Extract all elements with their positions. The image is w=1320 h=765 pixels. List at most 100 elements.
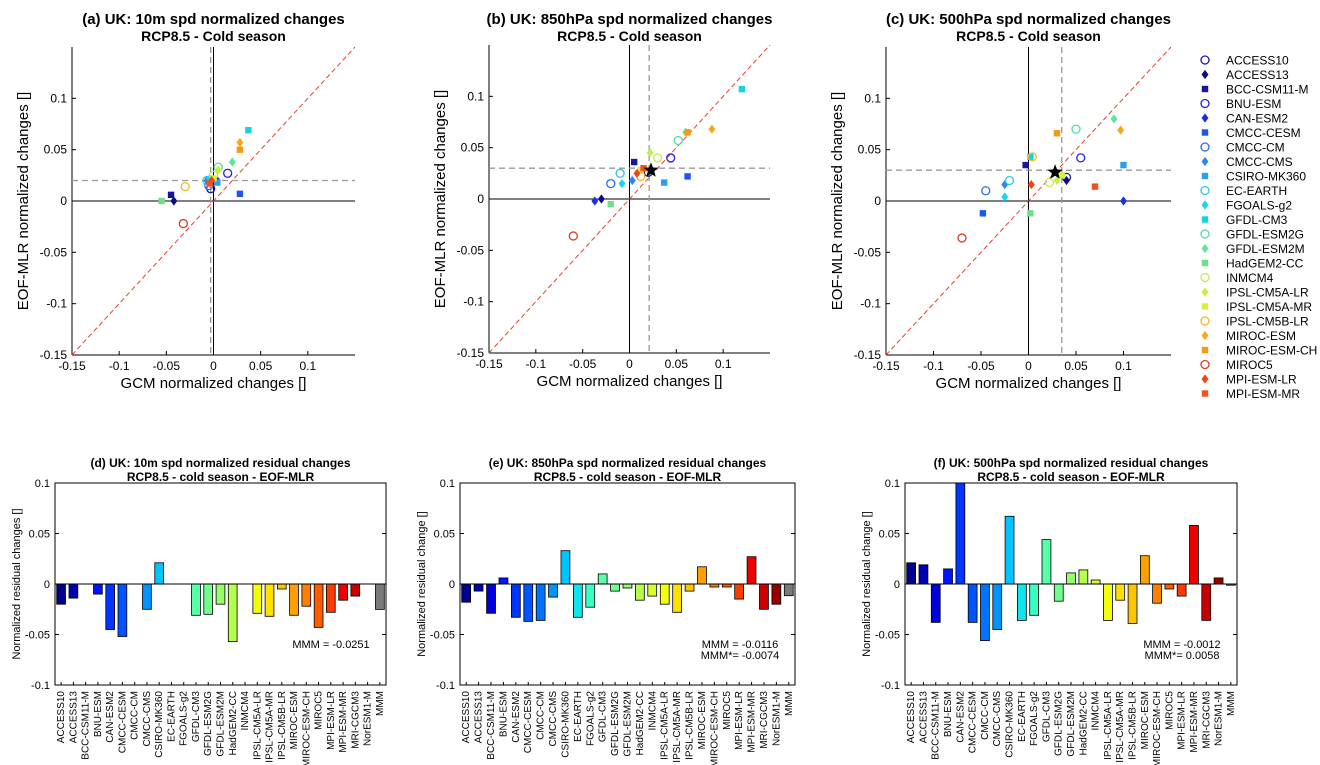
x-tick-label: BNU-ESM	[943, 691, 954, 737]
x-tick-label: CMCC-CM	[980, 691, 991, 740]
chart-title: (f) UK: 500hPa spd normalized residual c…	[934, 456, 1209, 470]
x-tick-label: MMM	[375, 691, 386, 716]
x-tick-label: -0.05	[153, 359, 181, 373]
legend-marker	[1201, 259, 1209, 267]
x-tick-label: IPSL-CM5A-LR	[1103, 691, 1114, 760]
x-tick-label: MIROC5	[1164, 691, 1175, 730]
x-tick-label: GFDL-ESM2M	[623, 691, 634, 757]
legend-marker	[1201, 287, 1209, 297]
y-tick-label: -0.05	[875, 630, 900, 642]
x-axis-label: GCM normalized changes []	[537, 373, 723, 390]
bar	[289, 583, 299, 616]
legend-label: MIROC5	[1226, 358, 1273, 372]
chart-title: (b) UK: 850hPa spd normalized changes	[487, 11, 773, 28]
x-tick-label: MPI-ESM-MR	[1189, 691, 1200, 753]
x-axis-label: GCM normalized changes []	[936, 375, 1122, 392]
x-tick-label: CMCC-CESM	[968, 691, 979, 753]
x-tick-label: 0	[626, 357, 633, 371]
bar	[264, 583, 275, 617]
x-tick-label: FGOALS-g2	[179, 691, 190, 746]
y-axis-label: EOF-MLR normalized changes []	[829, 92, 846, 310]
x-tick-label: BCC-CSM11-M	[81, 691, 92, 760]
chart-title: (d) UK: 10m spd normalized residual chan…	[90, 456, 350, 470]
legend-label: CMCC-CESM	[1226, 126, 1301, 140]
y-axis-label: EOF-MLR normalized changes []	[432, 90, 449, 308]
bar	[301, 583, 312, 607]
bar	[1078, 569, 1089, 585]
y-tick-label: -0.15	[457, 346, 485, 360]
y-tick-label: -0.15	[854, 348, 882, 362]
x-tick-label: MPI-ESM-LR	[1177, 691, 1188, 750]
legend-label: CMCC-CM	[1226, 141, 1285, 155]
chart-subtitle: RCP8.5 - cold season - EOF-MLR	[534, 470, 722, 484]
x-tick-label: GFDL-ESM2G	[203, 691, 214, 756]
data-point	[568, 231, 578, 241]
data-point	[1004, 175, 1015, 186]
x-tick-label: BCC-CSM11-M	[486, 691, 497, 760]
x-tick-label: EC-EARTH	[1017, 691, 1028, 742]
y-tick-label: -0.05	[40, 245, 68, 259]
x-tick-label: CAN-ESM2	[105, 691, 116, 743]
legend-marker	[1200, 55, 1210, 65]
bar	[585, 583, 596, 608]
x-tick-label: GFDL-ESM2G	[610, 691, 621, 756]
data-point	[666, 153, 676, 163]
bar	[252, 583, 263, 614]
x-tick-label: MIROC-ESM-CH	[1152, 691, 1163, 765]
x-tick-label: EC-EARTH	[573, 691, 584, 742]
data-point	[957, 233, 967, 243]
y-tick-label: 0.1	[467, 89, 484, 103]
data-point	[1071, 124, 1081, 134]
y-tick-label: 0.05	[29, 529, 50, 541]
data-point	[597, 194, 605, 204]
legend-marker	[1201, 69, 1209, 80]
y-tick-label: -0.1	[436, 680, 455, 692]
scatter-panel: (a) UK: 10m spd normalized changesRCP8.5…	[15, 11, 356, 392]
bar	[191, 583, 201, 616]
bar	[276, 583, 287, 590]
legend-label: HadGEM2-CC	[1226, 257, 1304, 271]
y-tick-label: 0.05	[461, 141, 485, 155]
legend-label: MPI-ESM-LR	[1226, 373, 1297, 387]
data-point	[158, 197, 165, 205]
x-tick-label: INMCM4	[647, 691, 658, 731]
data-point	[1058, 172, 1065, 179]
y-axis-label: Normalized residual changes []	[11, 508, 23, 659]
x-tick-label: 0.05	[665, 357, 689, 371]
bar	[461, 583, 472, 603]
bar	[622, 583, 633, 589]
data-point	[652, 153, 663, 163]
bar	[1213, 577, 1224, 585]
data-point	[660, 179, 668, 186]
y-tick-label: -0.1	[463, 295, 484, 309]
data-point	[245, 126, 252, 134]
legend-label: IPSL-CM5A-MR	[1226, 300, 1312, 314]
bar	[1127, 583, 1138, 624]
bar	[375, 583, 385, 610]
data-point	[236, 190, 244, 198]
legend-label: BNU-ESM	[1226, 97, 1281, 111]
x-tick-label: -0.1	[923, 359, 944, 373]
data-point	[1117, 125, 1125, 135]
legend-label: FGOALS-g2	[1226, 199, 1292, 213]
x-tick-label: GFDL-CM3	[191, 691, 202, 743]
legend-marker	[1201, 172, 1209, 180]
bar	[597, 573, 608, 585]
y-tick-label: -0.15	[40, 348, 68, 362]
mmm-annotation: MMM = -0.0116	[702, 639, 779, 651]
data-point	[178, 218, 188, 229]
bar	[1029, 583, 1039, 616]
x-tick-label: IPSL-CM5B-LR	[277, 691, 288, 760]
bar	[930, 583, 941, 623]
x-tick-label: 0.1	[299, 359, 316, 373]
x-tick-label: GFDL-CM3	[1041, 691, 1052, 743]
bar	[510, 583, 521, 618]
data-point	[1027, 152, 1037, 162]
bar	[1017, 583, 1027, 621]
x-tick-label: CMCC-CESM	[117, 691, 128, 753]
bar	[610, 583, 620, 592]
bar	[783, 583, 794, 597]
x-tick-label: 0.05	[249, 359, 273, 373]
x-tick-label: ACCESS10	[56, 691, 67, 744]
data-point	[1027, 179, 1035, 190]
